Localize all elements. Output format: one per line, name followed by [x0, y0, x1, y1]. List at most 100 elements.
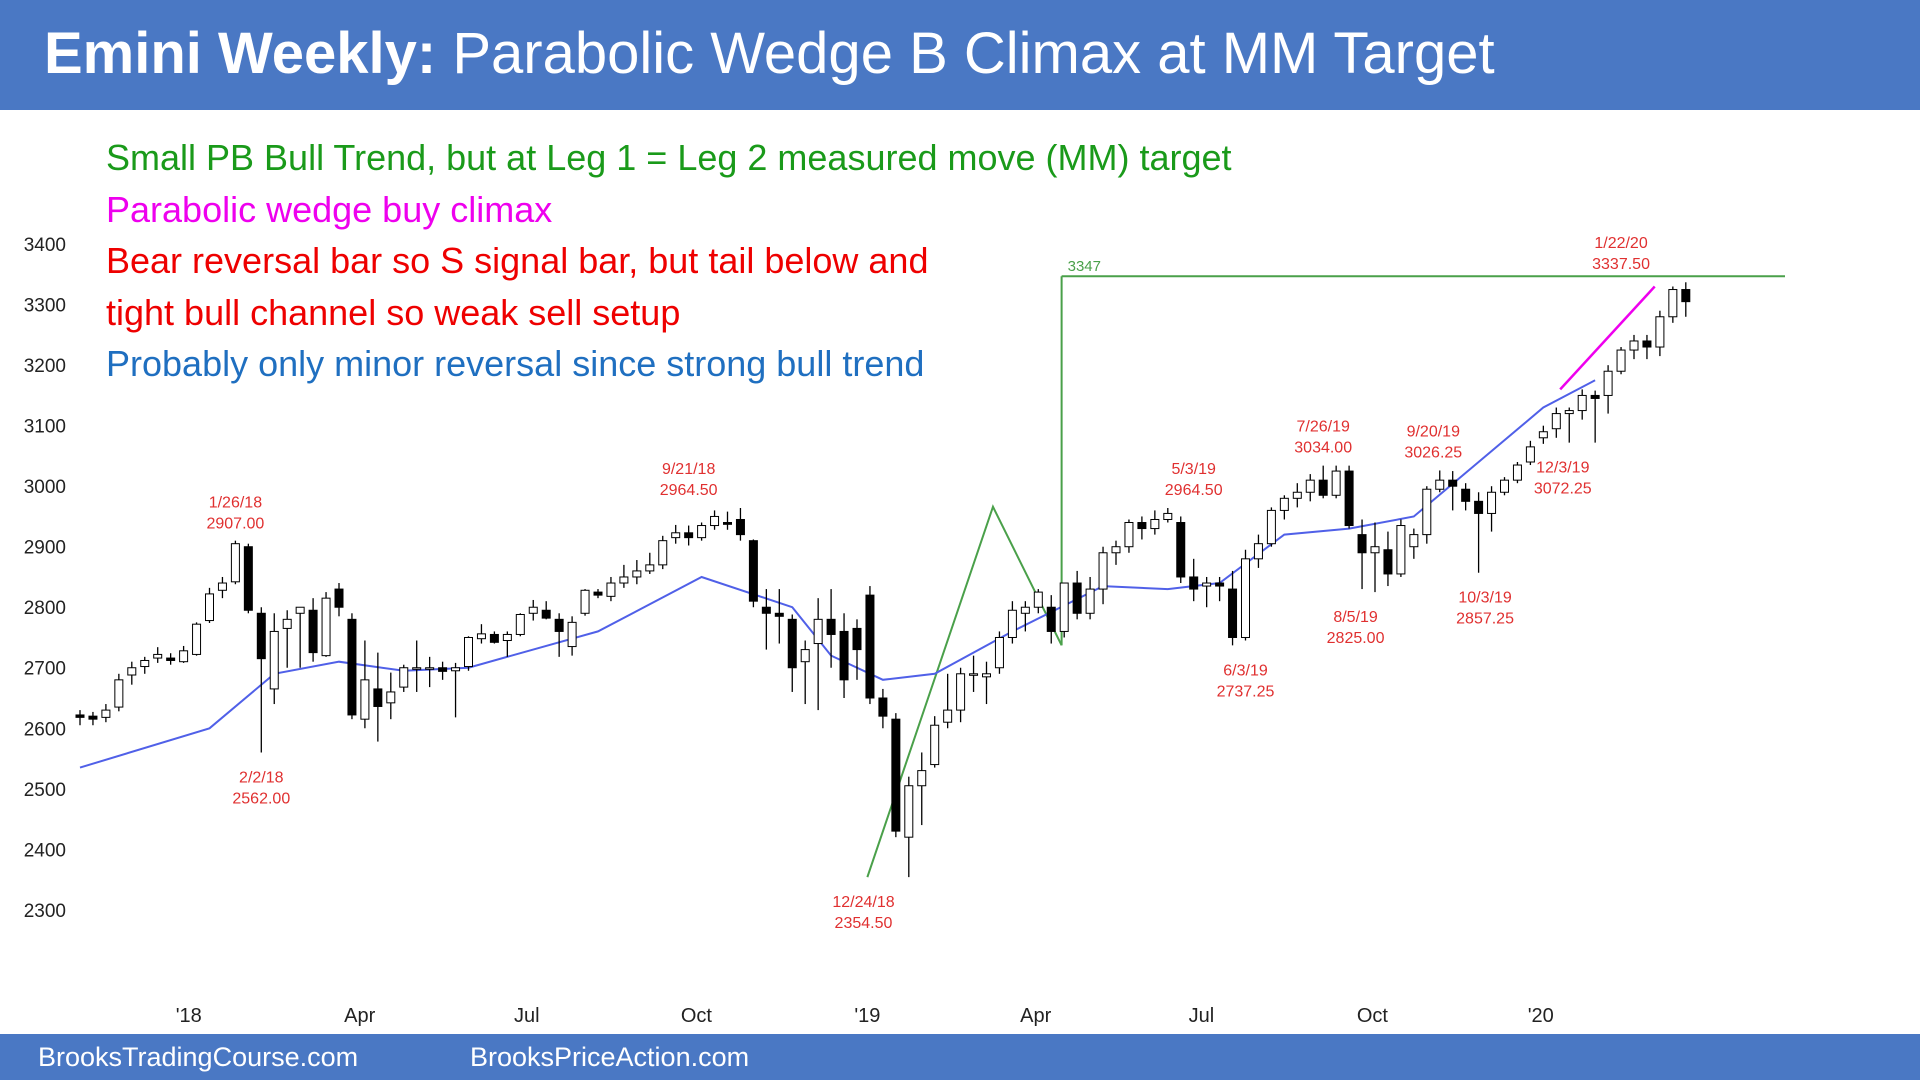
candle-body	[1176, 522, 1186, 578]
price-label-date: 9/21/18	[662, 461, 715, 478]
price-label-date: 8/5/19	[1333, 609, 1378, 626]
candle-body	[1124, 522, 1134, 548]
candle-body	[1007, 609, 1017, 638]
candle-body	[528, 606, 538, 614]
candle-body	[684, 532, 694, 539]
price-label-value: 2964.50	[660, 482, 718, 499]
candle-body	[606, 582, 616, 597]
candle-body	[464, 636, 473, 668]
footer-link-brookspriceaction[interactable]: BrooksPriceAction.com	[470, 1042, 750, 1072]
candle-body	[567, 621, 577, 648]
candle-body	[1279, 497, 1289, 511]
x-tick-label: Oct	[1357, 1005, 1389, 1027]
candle-body	[554, 618, 564, 632]
candle-body	[1396, 525, 1406, 575]
candle-body	[697, 525, 707, 539]
candle-body	[930, 724, 940, 766]
candle-body	[205, 593, 214, 622]
candle-body	[787, 618, 797, 669]
candle-body	[1098, 552, 1108, 590]
candle-body	[502, 633, 512, 642]
candle-body	[1525, 446, 1535, 463]
candle-body	[114, 679, 124, 708]
candle-body	[1383, 549, 1393, 575]
price-label-value: 3337.50	[1592, 256, 1650, 273]
candle-body	[1551, 413, 1561, 430]
candle-body	[541, 609, 551, 619]
candle-body	[334, 588, 344, 608]
candle-body	[943, 709, 953, 723]
candle-body	[723, 522, 732, 525]
annotation-mm-target: Small PB Bull Trend, but at Leg 1 = Leg …	[106, 137, 1232, 178]
candle-body	[1642, 340, 1652, 348]
candle-body	[412, 667, 422, 670]
annotation-parabolic-wedge: Parabolic wedge buy climax	[106, 188, 553, 230]
candle-body	[1292, 491, 1302, 499]
candle-body	[1448, 479, 1458, 487]
candle-body	[774, 612, 784, 617]
candle-body	[1266, 509, 1276, 545]
y-tick-label: 3300	[24, 296, 66, 317]
price-label-value: 2964.50	[1165, 482, 1223, 499]
candle-body	[671, 532, 681, 539]
candle-body	[1305, 479, 1315, 493]
candle-body	[619, 576, 629, 584]
annotation-minor-reversal: Probably only minor reversal since stron…	[106, 343, 925, 384]
y-tick-label: 2500	[24, 780, 66, 801]
x-tick-label: Jul	[514, 1005, 540, 1027]
candle-body	[438, 667, 448, 672]
candle-body	[1629, 340, 1639, 351]
x-tick-label: Oct	[681, 1005, 713, 1027]
candle-body	[1202, 582, 1212, 587]
candle-body	[256, 612, 266, 660]
candle-body	[308, 609, 318, 654]
price-label-value: 3034.00	[1294, 439, 1352, 456]
candle-body	[88, 715, 98, 720]
price-label-date: 9/20/19	[1407, 423, 1460, 440]
candle-body	[839, 630, 849, 681]
candle-body	[1681, 289, 1691, 303]
candle-body	[75, 714, 85, 718]
candle-body	[321, 597, 331, 657]
candle-body	[153, 653, 163, 659]
candle-body	[956, 673, 966, 711]
annotation-weak-sell: tight bull channel so weak sell setup	[106, 291, 681, 333]
candle-body	[489, 633, 499, 643]
candle-body	[1461, 488, 1471, 502]
title-bold: Emini Weekly:	[44, 21, 437, 86]
x-tick-label: '18	[176, 1005, 202, 1027]
candle-body	[1590, 394, 1600, 399]
candle-body	[658, 540, 668, 566]
candle-body	[243, 546, 253, 611]
candle-body	[1020, 606, 1030, 614]
candle-body	[1228, 588, 1238, 638]
x-tick-label: '20	[1528, 1005, 1554, 1027]
candle-body	[451, 667, 461, 672]
candle-body	[994, 636, 1004, 669]
candle-body	[735, 518, 745, 536]
candle-body	[1344, 470, 1354, 527]
footer-link-brookstradingcourse[interactable]: BrooksTradingCourse.com	[38, 1042, 359, 1072]
candle-body	[101, 709, 111, 718]
candle-body	[295, 606, 305, 614]
candle-body	[1215, 582, 1225, 587]
candle-body	[282, 618, 292, 629]
price-label-value: 2907.00	[206, 516, 264, 533]
price-label-value: 2825.00	[1327, 630, 1385, 647]
x-tick-label: Apr	[1020, 1005, 1051, 1027]
candle-body	[425, 667, 435, 670]
price-label-value: 2857.25	[1456, 611, 1514, 628]
candle-body	[1487, 491, 1497, 514]
candle-body	[515, 613, 525, 635]
price-label-date: 12/24/18	[832, 894, 894, 911]
candle-body	[593, 591, 603, 596]
candle-body	[1072, 582, 1082, 614]
candle-body	[373, 688, 383, 707]
candle-body	[865, 594, 875, 699]
y-tick-label: 2600	[24, 719, 66, 740]
candle-body	[140, 659, 150, 668]
candle-body	[1409, 534, 1419, 548]
candle-body	[1163, 512, 1173, 520]
candle-body	[1033, 591, 1043, 608]
ema-line	[79, 379, 1596, 769]
